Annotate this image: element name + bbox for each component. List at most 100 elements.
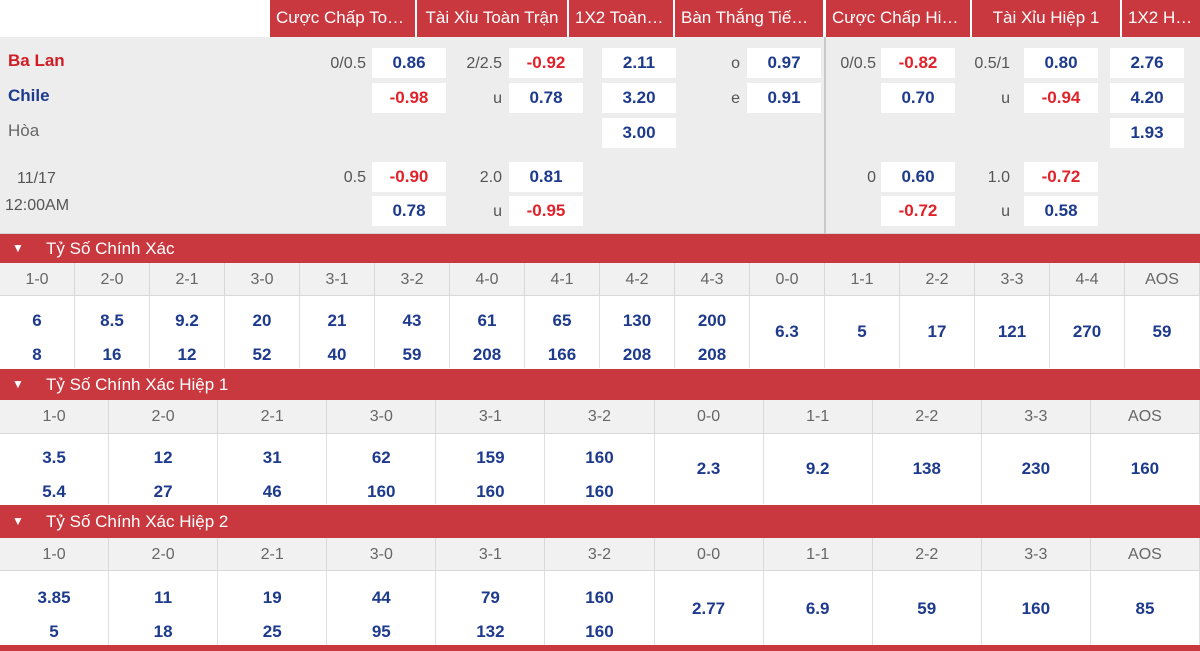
score-odds-cell[interactable]: 44 95 — [327, 571, 437, 646]
score-odds[interactable]: 6.9 — [805, 599, 830, 618]
home-score-odds[interactable]: 8.5 — [100, 311, 124, 330]
score-odds-cell[interactable]: 200 208 — [675, 296, 750, 368]
ft-handicap-away-odds[interactable]: -0.98 — [372, 83, 446, 113]
home-score-odds[interactable]: 62 — [371, 448, 391, 467]
score-odds[interactable]: 121 — [997, 322, 1027, 341]
score-odds-cell[interactable]: 62 160 — [327, 434, 437, 504]
away-score-odds[interactable]: 160 — [585, 621, 614, 641]
home-team-name[interactable]: Ba Lan — [8, 51, 65, 70]
ft-ou-alt-over-odds[interactable]: 0.81 — [509, 162, 583, 192]
score-odds-cell[interactable]: 21 40 — [300, 296, 375, 368]
header-h1-over-under[interactable]: Tài Xỉu Hiệp 1 — [972, 0, 1120, 37]
home-score-odds[interactable]: 160 — [585, 587, 614, 607]
away-score-odds[interactable]: 160 — [585, 482, 614, 501]
score-odds[interactable]: 59 — [1152, 322, 1172, 341]
score-odds[interactable]: 59 — [917, 599, 937, 618]
away-score-odds[interactable]: 16 — [102, 345, 122, 364]
h1-ou-under-odds[interactable]: -0.94 — [1024, 83, 1098, 113]
h1-handicap-away-odds[interactable]: 0.70 — [881, 83, 955, 113]
score-odds-cell[interactable]: 270 — [1050, 296, 1125, 368]
collapse-caret-icon[interactable]: ▼ — [12, 377, 24, 391]
away-score-odds[interactable]: 95 — [371, 621, 391, 641]
ft-handicap-alt-home-odds[interactable]: -0.90 — [372, 162, 446, 192]
away-score-odds[interactable]: 5 — [49, 621, 59, 641]
header-ft-handicap[interactable]: Cược Chấp Toàn Trận — [270, 0, 415, 37]
score-odds-cell[interactable]: 43 59 — [375, 296, 450, 368]
home-score-odds[interactable]: 79 — [480, 587, 500, 607]
away-score-odds[interactable]: 160 — [367, 482, 396, 501]
header-ft-over-under[interactable]: Tài Xỉu Toàn Trận — [417, 0, 567, 37]
h1-handicap-alt-home-odds[interactable]: 0.60 — [881, 162, 955, 192]
score-odds-cell[interactable]: 9.2 12 — [150, 296, 225, 368]
score-odds-cell[interactable]: 20 52 — [225, 296, 300, 368]
away-score-odds[interactable]: 166 — [547, 345, 577, 364]
score-odds-cell[interactable]: 130 208 — [600, 296, 675, 368]
section-bar-1[interactable]: ▼ Tỷ Số Chính Xác — [0, 234, 1200, 263]
away-score-odds[interactable]: 8 — [32, 345, 42, 364]
header-ft-1x2[interactable]: 1X2 Toàn Trận — [569, 0, 673, 37]
score-odds[interactable]: 17 — [927, 322, 947, 341]
score-odds-cell[interactable]: 12 27 — [109, 434, 219, 504]
score-odds-cell[interactable]: 9.2 — [764, 434, 873, 504]
home-score-odds[interactable]: 159 — [476, 448, 505, 467]
home-score-odds[interactable]: 200 — [697, 311, 727, 330]
away-score-odds[interactable]: 40 — [327, 345, 347, 364]
ft-1x2-away-odds[interactable]: 3.20 — [602, 83, 676, 113]
next-goal-o-odds[interactable]: 0.97 — [747, 48, 821, 78]
score-odds[interactable]: 2.77 — [692, 599, 726, 618]
score-odds-cell[interactable]: 79 132 — [436, 571, 546, 646]
home-score-odds[interactable]: 65 — [552, 311, 572, 330]
ft-ou-over-odds[interactable]: -0.92 — [509, 48, 583, 78]
home-score-odds[interactable]: 9.2 — [175, 311, 199, 330]
h1-1x2-home-odds[interactable]: 2.76 — [1110, 48, 1184, 78]
away-team-name[interactable]: Chile — [8, 86, 50, 105]
section-bar-2[interactable]: ▼ Tỷ Số Chính Xác Hiệp 1 — [0, 369, 1200, 400]
ft-ou-under-odds[interactable]: 0.78 — [509, 83, 583, 113]
away-score-odds[interactable]: 25 — [262, 621, 282, 641]
score-odds-cell[interactable]: 85 — [1091, 571, 1200, 646]
away-score-odds[interactable]: 5.4 — [42, 482, 66, 501]
ft-ou-alt-under-odds[interactable]: -0.95 — [509, 196, 583, 226]
score-odds-cell[interactable]: 19 25 — [218, 571, 328, 646]
h1-1x2-draw-odds[interactable]: 1.93 — [1110, 118, 1184, 148]
home-score-odds[interactable]: 3.85 — [37, 587, 71, 607]
score-odds-cell[interactable]: 11 18 — [109, 571, 219, 646]
score-odds[interactable]: 85 — [1135, 599, 1155, 618]
score-odds[interactable]: 230 — [1021, 459, 1051, 478]
score-odds-cell[interactable]: 160 160 — [545, 571, 655, 646]
score-odds-cell[interactable]: 61 208 — [450, 296, 525, 368]
score-odds-cell[interactable]: 2.77 — [655, 571, 764, 646]
home-score-odds[interactable]: 20 — [252, 311, 272, 330]
home-score-odds[interactable]: 21 — [327, 311, 347, 330]
h1-ou-alt-over-odds[interactable]: -0.72 — [1024, 162, 1098, 192]
home-score-odds[interactable]: 160 — [585, 448, 614, 467]
home-score-odds[interactable]: 44 — [371, 587, 391, 607]
h1-handicap-home-odds[interactable]: -0.82 — [881, 48, 955, 78]
score-odds-cell[interactable]: 160 160 — [545, 434, 655, 504]
ft-handicap-home-odds[interactable]: 0.86 — [372, 48, 446, 78]
home-score-odds[interactable]: 43 — [402, 311, 422, 330]
section-bar-3[interactable]: ▼ Tỷ Số Chính Xác Hiệp 2 — [0, 505, 1200, 538]
score-odds-cell[interactable]: 3.85 5 — [0, 571, 110, 646]
score-odds[interactable]: 9.2 — [805, 459, 830, 478]
away-score-odds[interactable]: 59 — [402, 345, 422, 364]
score-odds[interactable]: 2.3 — [696, 459, 721, 478]
away-score-odds[interactable]: 208 — [622, 345, 652, 364]
score-odds-cell[interactable]: 5 — [825, 296, 900, 368]
home-score-odds[interactable]: 19 — [262, 587, 282, 607]
score-odds[interactable]: 5 — [857, 322, 867, 341]
score-odds[interactable]: 160 — [1021, 599, 1051, 618]
score-odds[interactable]: 6.3 — [775, 322, 799, 341]
score-odds-cell[interactable]: 160 — [982, 571, 1091, 646]
score-odds-cell[interactable]: 160 — [1091, 434, 1200, 504]
score-odds-cell[interactable]: 17 — [900, 296, 975, 368]
away-score-odds[interactable]: 208 — [472, 345, 502, 364]
h1-ou-alt-under-odds[interactable]: 0.58 — [1024, 196, 1098, 226]
score-odds-cell[interactable]: 121 — [975, 296, 1050, 368]
home-score-odds[interactable]: 31 — [262, 448, 282, 467]
score-odds-cell[interactable]: 8.5 16 — [75, 296, 150, 368]
ft-1x2-home-odds[interactable]: 2.11 — [602, 48, 676, 78]
score-odds-cell[interactable]: 31 46 — [218, 434, 328, 504]
score-odds-cell[interactable]: 6.9 — [764, 571, 873, 646]
